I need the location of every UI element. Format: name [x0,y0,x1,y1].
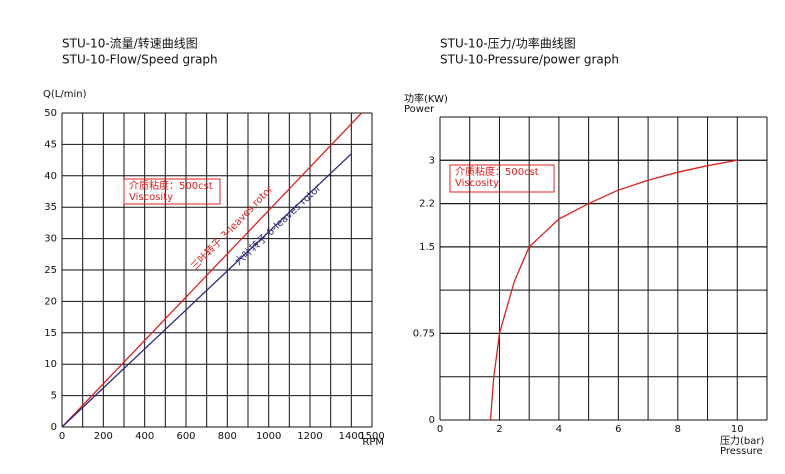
x-tick-label: 0 [59,431,65,442]
x-tick-label: 4 [556,424,562,435]
series-line [61,153,352,428]
y-tick-label: 2.2 [419,199,435,210]
x-tick-label: 1400 [339,431,364,442]
series-label: 三叶转子 3-leaves rotor [188,182,276,273]
x-tick-label: 1500 [359,431,384,442]
y-tick-label: 30 [44,234,57,245]
chart-subtitle: STU-10-Flow/Speed graph [62,53,218,67]
x-axis-label: Pressure [720,446,763,457]
y-axis-label: Power [404,104,435,115]
series-line [489,159,738,421]
x-tick-label: 0 [437,424,443,435]
x-tick-label: 6 [615,424,621,435]
annotation: 介质粘度：500cst [455,165,539,178]
x-tick-label: 8 [675,424,681,435]
y-tick-label: 1.5 [419,242,435,253]
y-tick-label: 3 [429,155,435,166]
annotation: 介质粘度：500cst [129,179,213,192]
x-axis-label: RPM [362,437,384,448]
x-tick-label: 200 [94,431,113,442]
y-tick-label: 40 [44,171,57,182]
x-tick-label: 10 [731,424,744,435]
y-tick-label: 35 [44,202,57,213]
y-tick-label: 45 [44,139,57,150]
chart-subtitle: STU-10-Pressure/power graph [440,53,619,67]
y-tick-label: 0 [429,415,435,426]
x-axis-label: 压力(bar) [720,434,764,447]
x-tick-label: 800 [218,431,237,442]
series-line [61,112,363,428]
y-tick-label: 20 [44,296,57,307]
x-tick-label: 600 [176,431,195,442]
y-axis-label: 功率(KW) [404,92,448,105]
x-tick-label: 400 [135,431,154,442]
annotation: Viscosity [455,178,499,189]
chart-title: STU-10-流量/转速曲线图 [62,36,198,51]
y-tick-label: 50 [44,108,57,119]
y-tick-label: 25 [44,265,57,276]
y-axis-label: Q(L/min) [43,89,87,100]
y-tick-label: 5 [51,391,57,402]
y-tick-label: 0.75 [413,328,435,339]
annotation: Viscosity [129,192,173,203]
y-tick-label: 10 [44,359,57,370]
annotation-box [449,164,555,193]
chart-title: STU-10-压力/功率曲线图 [440,36,576,51]
annotation-box [123,178,221,205]
x-tick-label: 1200 [297,431,322,442]
y-tick-label: 15 [44,328,57,339]
x-tick-label: 2 [496,424,502,435]
y-tick-label: 0 [51,422,57,433]
x-tick-label: 1000 [256,431,281,442]
